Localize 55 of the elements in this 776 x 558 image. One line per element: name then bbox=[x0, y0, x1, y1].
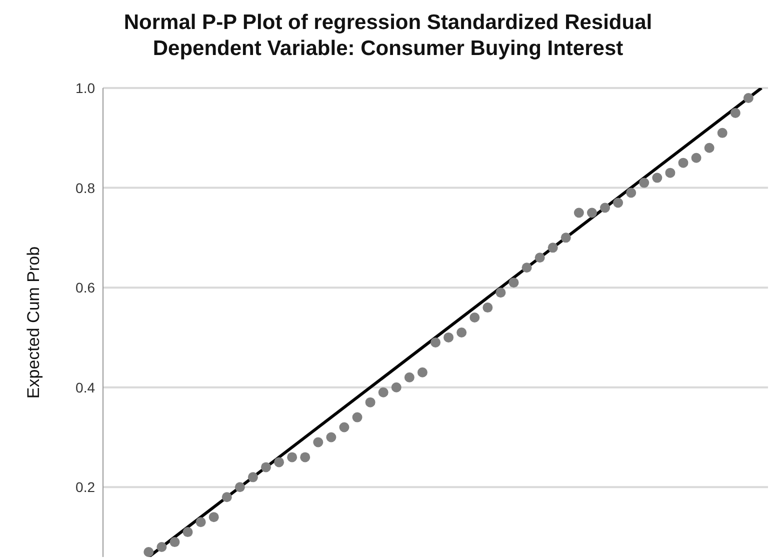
y-tick-label: 1.0 bbox=[76, 80, 96, 96]
point bbox=[691, 152, 702, 163]
point bbox=[470, 312, 480, 323]
point bbox=[496, 288, 506, 298]
point bbox=[600, 202, 610, 213]
point bbox=[548, 242, 558, 253]
point bbox=[326, 432, 336, 442]
point bbox=[704, 142, 714, 153]
point bbox=[352, 412, 362, 422]
point bbox=[156, 542, 167, 552]
point bbox=[248, 472, 258, 482]
chart-title: Normal P-P Plot of regression Standardized Residual bbox=[122, 10, 654, 36]
point bbox=[300, 452, 310, 462]
point bbox=[743, 92, 754, 103]
point bbox=[626, 188, 636, 198]
y-tick-label: 0.6 bbox=[76, 280, 96, 296]
point bbox=[522, 262, 532, 273]
chart-subtitle: Dependent Variable: Consumer Buying Interest bbox=[152, 36, 624, 62]
point bbox=[365, 397, 376, 408]
point bbox=[182, 527, 193, 538]
point bbox=[652, 172, 662, 183]
point bbox=[717, 128, 728, 138]
point bbox=[339, 422, 350, 432]
point bbox=[287, 452, 298, 462]
y-axis-title: Expected Cum Prob bbox=[24, 246, 44, 399]
point bbox=[274, 457, 284, 468]
point bbox=[417, 367, 428, 378]
point bbox=[260, 462, 271, 472]
point bbox=[234, 482, 245, 492]
point bbox=[313, 437, 324, 448]
point bbox=[170, 537, 180, 548]
point bbox=[574, 208, 584, 218]
point bbox=[444, 332, 454, 342]
point bbox=[378, 387, 388, 398]
point bbox=[404, 372, 414, 382]
point bbox=[560, 232, 571, 243]
point bbox=[665, 168, 676, 178]
point bbox=[613, 198, 624, 208]
point bbox=[508, 278, 519, 288]
point bbox=[222, 492, 232, 502]
point bbox=[144, 547, 154, 557]
point bbox=[678, 158, 688, 168]
y-tick-label: 0.4 bbox=[76, 379, 96, 396]
point bbox=[430, 337, 440, 348]
point bbox=[639, 178, 650, 188]
point bbox=[196, 517, 206, 528]
y-tick-label: 0.8 bbox=[76, 180, 96, 196]
point bbox=[534, 252, 545, 263]
point bbox=[456, 327, 467, 338]
point bbox=[391, 382, 402, 392]
point bbox=[586, 208, 597, 218]
point bbox=[730, 108, 740, 118]
point bbox=[482, 302, 493, 313]
y-tick-label: 0.2 bbox=[76, 479, 96, 496]
point bbox=[208, 512, 219, 522]
